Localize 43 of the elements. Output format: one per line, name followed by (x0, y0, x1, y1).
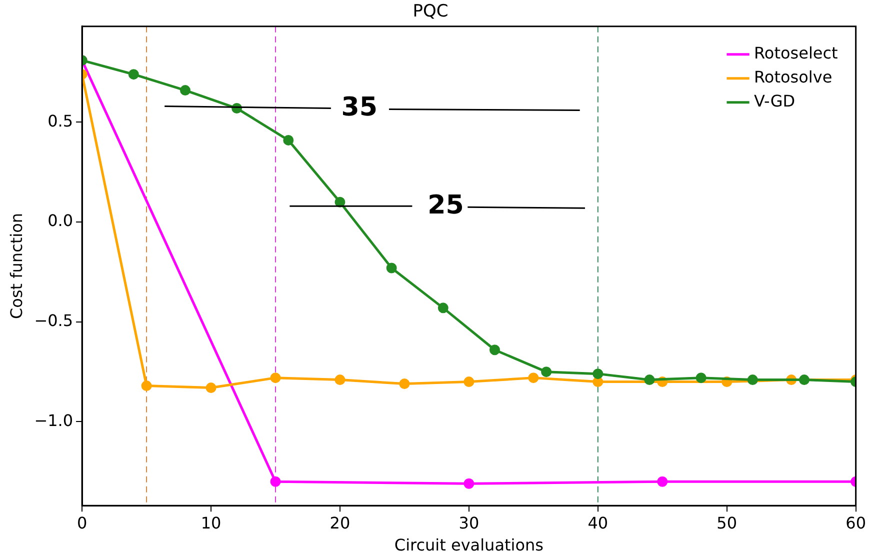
point (206, 382, 216, 394)
y-tick-label: 0.5 (48, 111, 74, 130)
point (399, 378, 410, 390)
point (438, 302, 448, 314)
point (696, 372, 706, 384)
point (541, 366, 552, 378)
point (334, 374, 346, 386)
point (270, 476, 281, 487)
x-tick-label: 10 (200, 513, 222, 532)
x-tick-label: 30 (458, 513, 480, 532)
y-tick-label: −1.0 (34, 410, 74, 430)
point (334, 196, 346, 208)
point (592, 376, 604, 388)
point (644, 374, 655, 386)
point (489, 344, 500, 356)
point (528, 372, 539, 384)
x-tick-label: 40 (588, 513, 608, 532)
point (464, 376, 474, 388)
point (464, 478, 474, 489)
point (270, 372, 281, 384)
y-tick-label: −0.5 (34, 311, 74, 330)
chart-title: PQC (412, 2, 448, 22)
point (747, 374, 758, 386)
point (386, 262, 397, 274)
annotation: 25 (428, 190, 464, 220)
point (141, 380, 152, 392)
x-tick-label: 60 (846, 513, 866, 532)
point (798, 374, 810, 386)
annotation: 35 (341, 92, 378, 123)
legend-label: V-GD (754, 92, 796, 111)
x-tick-label: 50 (716, 513, 738, 532)
point (592, 368, 604, 380)
x-tick-label: 20 (330, 513, 350, 532)
point (180, 85, 190, 96)
x-tick-label: 0 (76, 513, 88, 532)
legend-label: Rotoselect (754, 44, 838, 63)
x-axis-title: Circuit evaluations (394, 536, 544, 555)
point (128, 69, 139, 80)
y-axis-title: Cost function (6, 212, 26, 320)
y-tick-label: 0.0 (48, 211, 74, 230)
legend-label: Rotosolve (754, 68, 832, 87)
point (657, 476, 668, 487)
point (283, 134, 294, 146)
